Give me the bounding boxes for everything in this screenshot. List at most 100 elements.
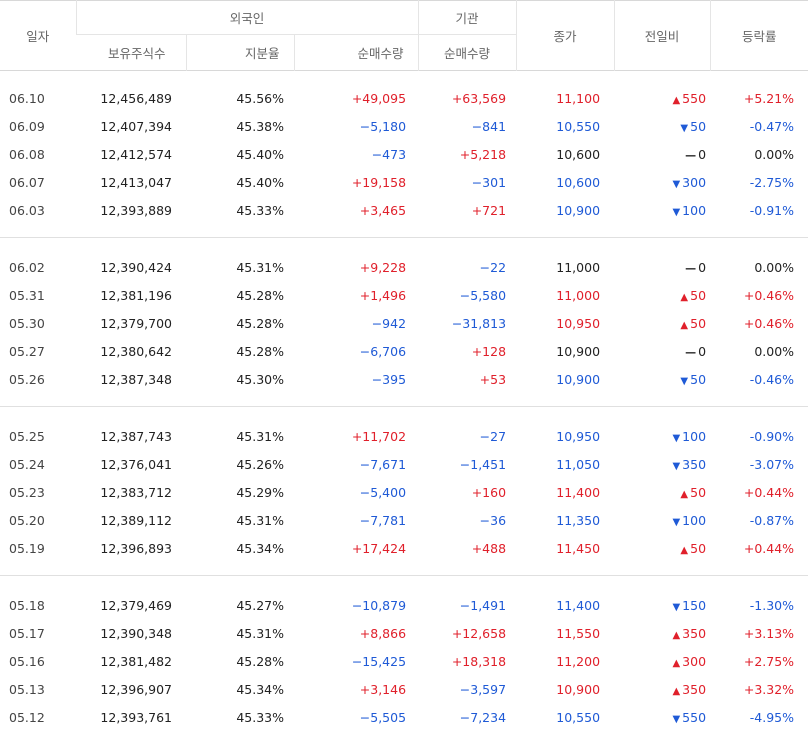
foreign-net-cell: −5,400 [359,484,407,500]
rate-cell: -0.87% [749,512,795,528]
inst-net-cell: +5,218 [459,146,507,162]
share-cell: 45.40% [236,174,284,190]
share-cell: 45.40% [236,146,284,162]
share-cell: 45.31% [236,428,284,444]
table-row: 05.25 12,387,743 45.31% +11,702 −27 10,950 ▼ 10… [0,422,808,450]
header-institution: 기관 [417,0,517,35]
change-cell: ▼ 100 [614,506,710,534]
table-row: 06.08 12,412,574 45.40% −473 +5,218 10,600—0 0… [0,140,808,168]
arrow-down-icon: ▼ [680,375,689,387]
table-row: 05.19 12,396,893 45.34% +17,424 +488 11,450 ▲ 5… [0,534,808,562]
holdings-cell: 12,381,482 [100,653,172,669]
change-cell: ▲ 50 [614,309,710,337]
header-share: 지분율 [185,34,294,71]
rate-cell: -0.47% [749,118,795,134]
rate-cell: -0.46% [749,371,795,387]
table-row: 05.18 12,379,469 45.27% −10,879 −1,491 11,400… [0,591,808,619]
holdings-cell: 12,390,348 [100,625,172,641]
group-divider [0,406,808,407]
inst-net-cell: −22 [479,259,507,275]
change-value: 0 [698,146,707,162]
share-cell: 45.34% [236,681,284,697]
change-cell: ▼ 100 [614,422,710,450]
share-cell: 45.27% [236,597,284,613]
foreign-net-cell: −10,879 [351,597,407,613]
change-cell: —0 [614,253,710,281]
change-value: 100 [682,428,707,444]
group-divider [0,237,808,238]
change-cell: ▲ 300 [614,647,710,675]
foreign-net-cell: +3,146 [359,681,407,697]
inst-net-cell: −36 [479,512,507,528]
share-cell: 45.28% [236,315,284,331]
holdings-cell: 12,376,041 [100,456,172,472]
holdings-cell: 12,456,489 [100,90,172,106]
change-value: 50 [690,371,707,387]
share-cell: 45.38% [236,118,284,134]
close-cell: 10,900 [556,202,601,218]
close-cell: 11,400 [556,484,601,500]
change-value: 0 [698,259,707,275]
foreign-net-cell: −395 [371,371,407,387]
change-value: 550 [682,709,707,725]
header-change: 전일비 [613,0,711,71]
table-row: 06.09 12,407,394 45.38% −5,180 −841 10,550 ▼ 50… [0,112,808,140]
close-cell: 10,900 [556,371,601,387]
table-row: 05.16 12,381,482 45.28% −15,425 +18,318 11,20… [0,647,808,675]
table-row: 05.24 12,376,041 45.26% −7,671 −1,451 11,050 ▼… [0,450,808,478]
foreign-net-cell: −473 [371,146,407,162]
change-value: 350 [682,681,707,697]
rate-cell: -4.95% [749,709,795,725]
date-cell: 05.19 [9,540,45,556]
inst-net-cell: −1,451 [459,456,507,472]
close-cell: 11,100 [556,90,601,106]
date-cell: 05.30 [9,315,45,331]
table-row: 05.26 12,387,348 45.30% −395 +53 10,900 ▼ 50 -0.… [0,365,808,393]
close-cell: 11,400 [556,597,601,613]
date-cell: 06.02 [9,259,45,275]
holdings-cell: 12,387,348 [100,371,172,387]
change-cell: ▼ 350 [614,450,710,478]
share-cell: 45.33% [236,709,284,725]
share-cell: 45.28% [236,653,284,669]
inst-net-cell: −301 [471,174,507,190]
arrow-up-icon: ▲ [672,94,681,106]
inst-net-cell: −1,491 [459,597,507,613]
rate-cell: +0.44% [743,540,795,556]
foreign-net-cell: +8,866 [359,625,407,641]
close-cell: 10,600 [556,174,601,190]
date-cell: 05.24 [9,456,45,472]
rate-cell: +0.46% [743,315,795,331]
date-cell: 05.17 [9,625,45,641]
table-header: 일자 외국인 기관 종가 전일비 등락률 보유주식수 지분율 순매수량 순매수량 [0,0,808,71]
foreign-net-cell: +49,095 [351,90,407,106]
foreign-net-cell: +9,228 [359,259,407,275]
arrow-up-icon: ▲ [680,291,689,303]
holdings-cell: 12,383,712 [100,484,172,500]
inst-net-cell: +488 [471,540,507,556]
table-row: 06.03 12,393,889 45.33% +3,465 +721 10,900 ▼ 10… [0,196,808,224]
date-cell: 05.12 [9,709,45,725]
inst-net-cell: +160 [471,484,507,500]
arrow-down-icon: ▼ [672,432,681,444]
close-cell: 10,950 [556,315,601,331]
rate-cell: +2.75% [743,653,795,669]
share-cell: 45.28% [236,287,284,303]
close-cell: 11,050 [556,456,601,472]
header-holdings: 보유주식수 [76,34,186,71]
inst-net-cell: −7,234 [459,709,507,725]
table-row: 05.27 12,380,642 45.28% −6,706 +128 10,900—0 0… [0,337,808,365]
arrow-up-icon: ▲ [672,629,681,641]
date-cell: 05.25 [9,428,45,444]
share-cell: 45.31% [236,512,284,528]
foreign-net-cell: −5,180 [359,118,407,134]
share-cell: 45.29% [236,484,284,500]
foreign-net-cell: −942 [371,315,407,331]
change-value: 50 [690,315,707,331]
date-cell: 06.03 [9,202,45,218]
change-value: 50 [690,118,707,134]
holdings-cell: 12,380,642 [100,343,172,359]
header-foreign-net: 순매수량 [293,34,419,71]
rate-cell: +0.46% [743,287,795,303]
